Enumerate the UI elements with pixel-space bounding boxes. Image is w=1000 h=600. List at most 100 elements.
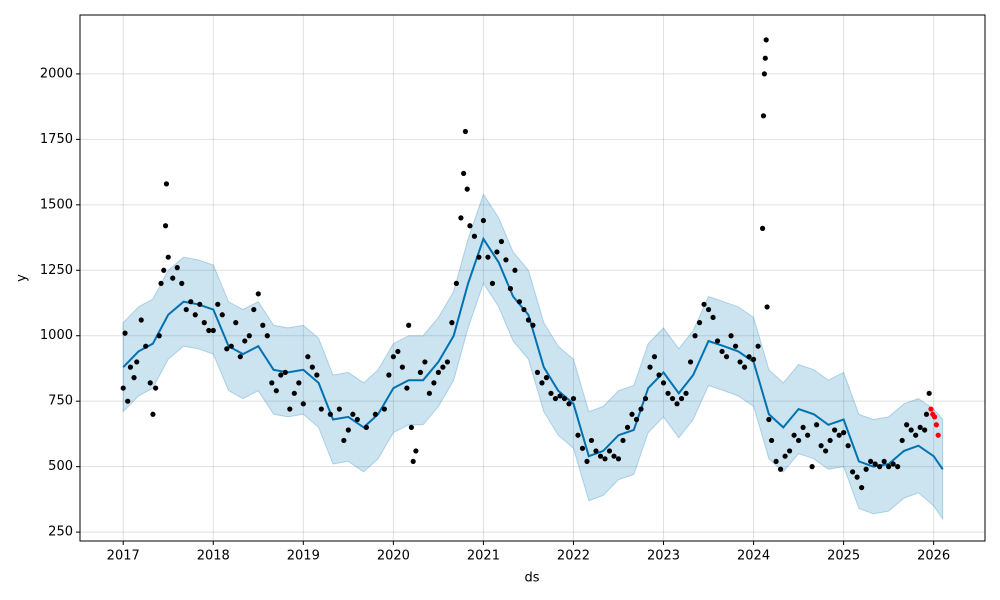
observed-point	[336, 406, 342, 412]
observed-point	[786, 448, 793, 454]
observed-point	[453, 280, 460, 286]
observed-point	[125, 398, 131, 404]
observed-point	[467, 223, 473, 229]
observed-point	[282, 369, 288, 375]
observed-point	[719, 348, 725, 355]
observed-point	[777, 466, 784, 472]
observed-point	[836, 432, 842, 438]
observed-point	[782, 453, 788, 459]
observed-point	[260, 322, 266, 328]
observed-point	[570, 395, 577, 402]
observed-point	[584, 458, 590, 465]
observed-point	[305, 354, 311, 360]
observed-point	[683, 390, 689, 396]
observed-point	[426, 390, 432, 396]
observed-point	[413, 448, 419, 454]
y-tick-label: 1750	[40, 132, 73, 147]
recent-point	[931, 414, 938, 420]
observed-point	[552, 395, 559, 402]
observed-point	[183, 306, 189, 313]
observed-point	[291, 390, 297, 396]
observed-point	[714, 338, 721, 344]
observed-point	[138, 317, 144, 323]
observed-point	[922, 427, 928, 433]
observed-point	[163, 181, 170, 187]
observed-point	[363, 424, 369, 430]
observed-point	[732, 343, 739, 349]
observed-point	[913, 432, 919, 438]
observed-point	[354, 416, 360, 423]
observed-point	[485, 254, 491, 260]
observed-point	[624, 424, 631, 430]
observed-point	[521, 306, 527, 313]
observed-point	[150, 411, 156, 417]
observed-point	[494, 249, 500, 255]
observed-point	[444, 359, 451, 365]
observed-point	[814, 422, 820, 428]
y-tick-label: 1000	[40, 328, 73, 343]
observed-point	[516, 299, 523, 305]
observed-point	[341, 437, 347, 444]
observed-point	[868, 458, 874, 465]
observed-point	[131, 375, 137, 381]
observed-point	[233, 320, 239, 326]
observed-point	[399, 364, 405, 370]
observed-point	[741, 364, 748, 370]
observed-point	[764, 304, 770, 310]
observed-point	[210, 327, 216, 334]
observed-point	[386, 372, 392, 378]
x-tick-label: 2024	[737, 549, 770, 564]
observed-point	[273, 388, 279, 394]
observed-point	[845, 443, 851, 449]
observed-point	[158, 280, 164, 286]
observed-point	[206, 327, 212, 334]
uncertainty-band	[122, 193, 944, 521]
observed-point	[872, 461, 878, 467]
observed-point	[507, 286, 514, 292]
observed-point	[372, 411, 378, 417]
observed-point	[705, 306, 712, 313]
x-tick-label: 2017	[107, 549, 140, 564]
observed-point	[318, 406, 324, 412]
observed-point	[165, 254, 171, 260]
observed-point	[728, 333, 734, 339]
observed-point	[579, 445, 586, 451]
observed-point	[723, 354, 730, 360]
observed-point	[674, 401, 680, 407]
observed-point	[134, 359, 140, 365]
observed-point	[228, 343, 234, 349]
observed-point	[215, 301, 221, 307]
observed-point	[162, 223, 169, 229]
observed-point	[647, 364, 653, 370]
observed-point	[881, 458, 887, 465]
y-tick-label: 2000	[40, 66, 73, 81]
x-tick-label: 2025	[827, 549, 860, 564]
observed-point	[480, 217, 487, 224]
observed-point	[127, 364, 134, 370]
observed-point	[422, 359, 428, 365]
observed-point	[710, 314, 716, 321]
observed-point	[762, 55, 768, 61]
observed-point	[147, 380, 153, 386]
observed-point	[854, 474, 860, 480]
observed-point	[255, 291, 261, 297]
observed-point	[818, 443, 824, 449]
observed-point	[390, 354, 396, 360]
observed-point	[660, 380, 667, 386]
y-tick-label: 250	[48, 525, 73, 540]
observed-point	[431, 380, 437, 386]
observed-point	[575, 432, 581, 438]
observed-point	[701, 301, 707, 307]
observed-point	[122, 330, 128, 336]
observed-point	[345, 427, 351, 433]
observed-point	[197, 301, 203, 307]
observed-point	[791, 432, 797, 438]
recent-point	[935, 432, 941, 438]
observed-point	[638, 406, 644, 412]
observed-point	[188, 299, 194, 305]
observed-point	[746, 354, 752, 360]
x-tick-label: 2021	[467, 549, 500, 564]
observed-point	[143, 343, 149, 349]
observed-point	[219, 312, 225, 318]
